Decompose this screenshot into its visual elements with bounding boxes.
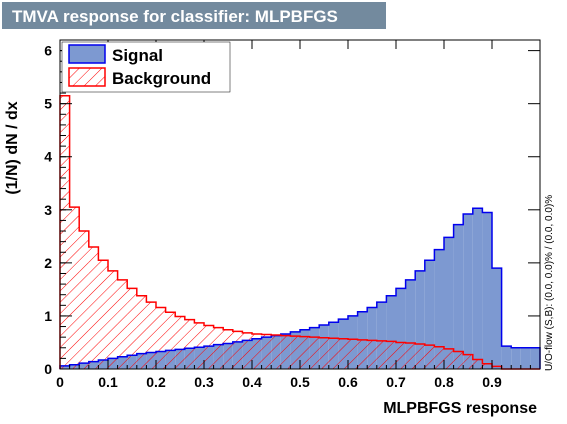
background-bar	[482, 363, 492, 369]
background-bar	[338, 338, 348, 369]
background-bar	[213, 327, 224, 369]
legend-background-swatch	[68, 67, 106, 87]
background-bar	[117, 279, 128, 369]
background-bar	[242, 332, 252, 369]
background-bar	[127, 288, 137, 369]
background-bar	[204, 325, 214, 369]
background-bar	[309, 337, 320, 369]
background-bar	[88, 246, 99, 369]
signal-bar	[405, 279, 416, 369]
background-bar	[271, 335, 281, 369]
background-bar	[108, 270, 118, 369]
signal-bar	[424, 260, 435, 369]
background-bar	[280, 335, 291, 369]
background-bar	[300, 336, 310, 369]
background-bar	[69, 207, 80, 369]
background-bar	[328, 338, 339, 369]
y-tick-label: 5	[44, 96, 52, 112]
background-bar	[367, 340, 377, 369]
legend-signal-label: Signal	[112, 46, 163, 65]
background-bar	[232, 331, 243, 369]
y-tick-label: 4	[44, 149, 52, 165]
background-bar	[184, 319, 195, 369]
background-bar	[348, 339, 358, 369]
axes-layer: 0 0.1 0.2 0.3 0.4 0.5 0.6 0.7 0.8 0.9 0 1 2 3 4 5 6	[44, 40, 541, 390]
background-bar	[492, 366, 502, 369]
signal-bar	[472, 208, 483, 369]
x-tick-label: 0.4	[242, 374, 262, 390]
background-bar	[223, 329, 233, 369]
signal-bar	[415, 270, 425, 369]
y-tick-label: 6	[44, 43, 52, 59]
background-bar	[136, 295, 147, 369]
signal-bar	[386, 295, 396, 369]
background-bar	[194, 322, 204, 369]
y-tick-label: 0	[44, 361, 52, 377]
chart-title: TMVA response for classifier: MLPBFGS	[12, 7, 338, 26]
legend-background-label: Background	[112, 69, 211, 88]
background-bar	[165, 312, 176, 369]
y-tick-label: 2	[44, 255, 52, 271]
background-bar	[357, 339, 368, 369]
signal-bar	[492, 268, 502, 369]
overflow-note: U/O-flow (S,B): (0.0, 0.0)% / (0.0, 0.0)…	[544, 195, 555, 371]
x-tick-label: 0.2	[146, 374, 166, 390]
background-bar	[415, 344, 425, 369]
background-bar	[405, 342, 416, 369]
signal-bar	[444, 237, 454, 369]
background-bar	[396, 342, 406, 369]
background-bar	[424, 345, 435, 369]
background-bar	[79, 231, 89, 369]
x-tick-label: 0.6	[338, 374, 358, 390]
signal-bar	[434, 249, 444, 369]
background-bar	[376, 340, 387, 369]
signal-bar	[396, 288, 406, 369]
y-tick-label: 3	[44, 202, 52, 218]
background-bar	[444, 348, 454, 369]
signal-bar	[482, 212, 492, 369]
histogram-layer	[59, 94, 541, 370]
background-bar	[261, 334, 272, 369]
background-bar	[98, 260, 108, 369]
x-tick-label: 0.5	[290, 374, 310, 390]
legend: Signal Background	[61, 41, 231, 93]
signal-bar	[376, 302, 387, 369]
signal-outline	[59, 207, 541, 369]
background-outline	[59, 94, 540, 370]
background-bar	[463, 354, 473, 369]
y-tick-label: 1	[44, 308, 52, 324]
signal-bar	[530, 347, 540, 369]
background-bar	[453, 351, 464, 369]
background-bar	[386, 341, 396, 369]
x-tick-label: 0.8	[434, 374, 454, 390]
signal-bar	[463, 214, 473, 369]
legend-signal-swatch	[68, 44, 106, 64]
background-bar	[175, 316, 185, 369]
signal-bar	[501, 346, 512, 369]
x-tick-label: 0.1	[98, 374, 118, 390]
background-bar	[472, 359, 483, 369]
x-tick-label: 0.9	[482, 374, 502, 390]
background-bar	[434, 346, 444, 369]
background-bar	[252, 333, 262, 369]
signal-bar	[453, 224, 464, 369]
background-bar	[290, 336, 300, 369]
background-bar	[156, 307, 166, 369]
signal-bar	[520, 347, 531, 369]
x-tick-label: 0.3	[194, 374, 214, 390]
x-tick-label: 0.7	[386, 374, 406, 390]
x-axis-label: MLPBFGS response	[383, 400, 537, 417]
background-bar	[319, 337, 329, 369]
x-tick-label: 0	[56, 374, 64, 390]
signal-bar	[511, 347, 521, 369]
background-bar	[146, 302, 156, 369]
signal-bar	[367, 307, 377, 369]
title-box	[2, 2, 386, 29]
y-axis-label: (1/N) dN / dx	[4, 101, 21, 194]
background-bar	[60, 95, 70, 369]
